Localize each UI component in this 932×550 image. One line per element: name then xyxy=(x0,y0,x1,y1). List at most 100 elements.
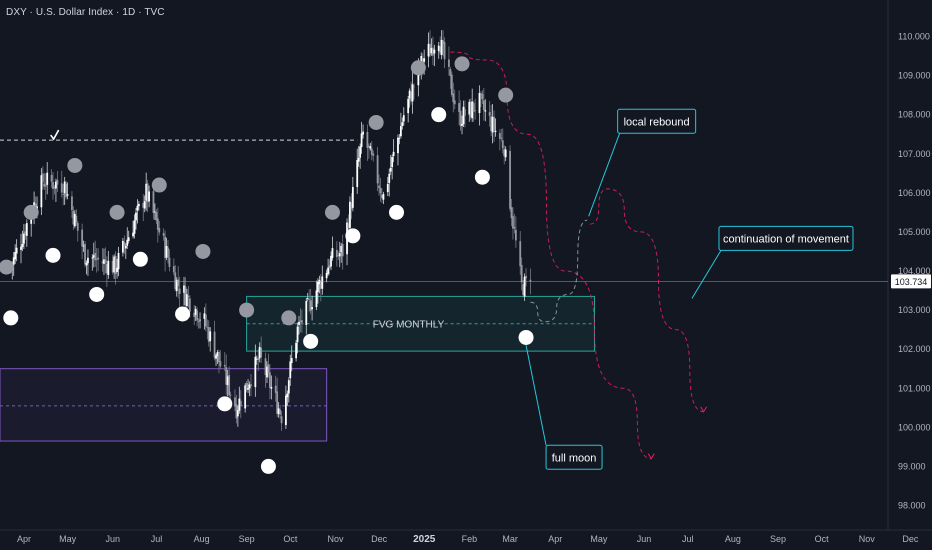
candle-body xyxy=(468,102,471,115)
local-rebound-label: local rebound xyxy=(624,116,690,128)
candle-body xyxy=(21,243,24,247)
x-tick-label: Aug xyxy=(725,534,741,544)
candle-body xyxy=(494,130,497,133)
candle-body xyxy=(433,49,436,54)
candle-body xyxy=(427,43,430,57)
full-moon-marker xyxy=(175,306,191,322)
lower-zone-box[interactable] xyxy=(0,368,328,442)
candle-body xyxy=(184,286,187,306)
x-tick-label: Jul xyxy=(151,534,163,544)
candle-body xyxy=(63,181,66,194)
new-moon-marker xyxy=(410,60,426,76)
candle-body xyxy=(178,288,181,294)
candle-body xyxy=(311,307,313,310)
full-moon-callout[interactable] xyxy=(545,444,603,470)
fvg-label: FVG MONTHLY xyxy=(373,319,445,330)
candle-body xyxy=(207,327,210,342)
local-rebound-callout[interactable] xyxy=(617,108,697,134)
candle-body xyxy=(523,276,526,297)
candle-body xyxy=(448,59,450,67)
candle-body xyxy=(509,150,511,209)
y-tick-label: 107.000 xyxy=(898,149,931,159)
x-tick-label: Jun xyxy=(637,534,652,544)
candle-body xyxy=(356,160,359,187)
candle-body xyxy=(370,148,373,155)
candle-body xyxy=(196,310,199,321)
candle-body xyxy=(260,347,263,358)
candle-body xyxy=(111,260,114,273)
candle-body xyxy=(235,404,238,419)
candle-body xyxy=(82,245,85,247)
candle-body xyxy=(325,272,328,279)
candle-body xyxy=(285,395,287,426)
x-tick-label: Sep xyxy=(770,534,786,544)
candle-body xyxy=(478,93,481,114)
candle-body xyxy=(168,257,171,267)
candle-body xyxy=(286,393,289,398)
x-tick-label: Nov xyxy=(859,534,876,544)
decline-projection-path xyxy=(590,188,704,413)
candle-body xyxy=(172,266,175,273)
candle-body xyxy=(136,205,139,211)
candle-body xyxy=(95,259,98,261)
candle-body xyxy=(362,131,364,135)
rebound-projection-path xyxy=(530,219,588,323)
candle-body xyxy=(274,385,277,393)
candle-body xyxy=(398,138,401,140)
x-tick-label: Mar xyxy=(502,534,518,544)
candle-body xyxy=(501,140,504,149)
candle-body xyxy=(228,375,231,396)
candle-body xyxy=(175,280,178,292)
candle-body xyxy=(341,244,344,257)
candle-body xyxy=(209,331,212,342)
candle-body xyxy=(223,364,226,367)
x-tick-label: Jun xyxy=(106,534,121,544)
candle-body xyxy=(203,313,206,319)
full-moon-marker xyxy=(431,107,447,123)
candle-body xyxy=(132,232,134,237)
candle-body xyxy=(197,321,200,323)
candle-body xyxy=(229,394,232,396)
candle-body xyxy=(123,242,126,247)
new-moon-marker xyxy=(454,56,470,72)
new-moon-marker xyxy=(324,204,340,220)
candle-body xyxy=(308,298,311,300)
candle-body xyxy=(510,207,513,219)
candle-body xyxy=(65,183,68,198)
candle-body xyxy=(330,255,332,267)
candle-body xyxy=(213,331,216,358)
candle-body xyxy=(277,408,280,414)
candle-body xyxy=(366,131,369,148)
candle-body xyxy=(458,103,461,112)
candle-body xyxy=(379,187,382,194)
candle-body xyxy=(236,410,239,417)
x-tick-label: Nov xyxy=(327,534,344,544)
new-moon-marker xyxy=(195,243,211,259)
candle-body xyxy=(327,267,330,274)
candle-body xyxy=(299,320,302,322)
candle-body xyxy=(522,284,525,295)
candle-body xyxy=(296,326,299,343)
candle-body xyxy=(244,385,247,409)
candle-body xyxy=(154,211,156,213)
candle-body xyxy=(481,93,484,100)
full-moon-marker xyxy=(3,310,19,326)
candle-body xyxy=(452,93,455,103)
full-moon-label: full moon xyxy=(552,452,597,464)
candle-body xyxy=(247,388,249,390)
candle-body xyxy=(226,376,229,386)
candle-body xyxy=(350,202,353,209)
candle-body xyxy=(76,222,79,231)
candle-body xyxy=(34,203,37,209)
x-tick-label: 2025 xyxy=(413,534,436,545)
candle-body xyxy=(328,265,331,269)
candle-body xyxy=(488,112,491,116)
continuation-callout[interactable] xyxy=(718,225,854,251)
candle-body xyxy=(480,93,482,96)
candle-body xyxy=(44,185,47,187)
candle-body xyxy=(315,290,318,308)
full-moon-marker xyxy=(217,396,233,412)
new-moon-marker xyxy=(281,310,297,326)
candle-body xyxy=(290,358,293,364)
